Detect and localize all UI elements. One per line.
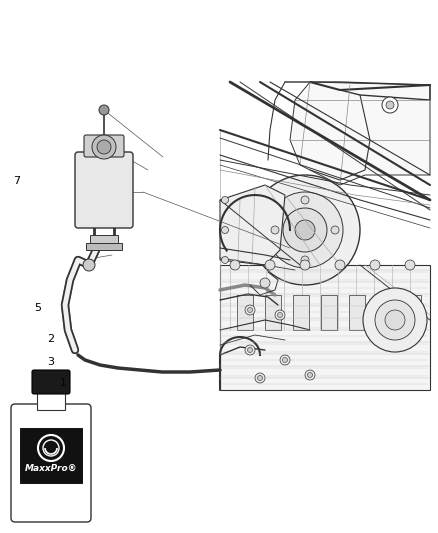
Circle shape (255, 373, 265, 383)
Circle shape (385, 310, 405, 330)
Bar (293, 295, 309, 330)
Bar (20, 428, 82, 483)
Circle shape (370, 260, 380, 270)
Circle shape (331, 226, 339, 234)
Circle shape (230, 260, 240, 270)
Circle shape (301, 196, 309, 204)
Circle shape (92, 135, 116, 159)
Bar (265, 295, 281, 330)
Circle shape (222, 197, 229, 204)
FancyBboxPatch shape (84, 135, 124, 157)
Circle shape (38, 435, 64, 461)
Circle shape (278, 312, 283, 318)
Circle shape (267, 192, 343, 268)
Circle shape (245, 305, 255, 315)
FancyBboxPatch shape (75, 152, 133, 228)
Circle shape (375, 300, 415, 340)
Bar (37, 390, 65, 410)
Circle shape (258, 376, 262, 381)
Circle shape (247, 308, 252, 312)
Polygon shape (220, 185, 285, 265)
Circle shape (99, 105, 109, 115)
Bar (349, 295, 365, 330)
Text: 1: 1 (60, 378, 67, 387)
Circle shape (295, 220, 315, 240)
Circle shape (260, 278, 270, 288)
Circle shape (280, 355, 290, 365)
Bar (90, 235, 118, 243)
Bar (86, 243, 122, 250)
FancyBboxPatch shape (11, 404, 91, 522)
Text: 5: 5 (34, 303, 41, 313)
Circle shape (245, 345, 255, 355)
Circle shape (335, 260, 345, 270)
Circle shape (405, 260, 415, 270)
Polygon shape (220, 265, 430, 390)
Circle shape (275, 310, 285, 320)
Text: 7: 7 (13, 176, 20, 186)
Circle shape (43, 440, 59, 456)
Text: MaxxPro®: MaxxPro® (25, 464, 78, 472)
Circle shape (247, 348, 252, 352)
Circle shape (222, 227, 229, 233)
Circle shape (250, 175, 360, 285)
Circle shape (83, 259, 95, 271)
Circle shape (283, 208, 327, 252)
Circle shape (305, 370, 315, 380)
Bar (405, 295, 421, 330)
Circle shape (97, 140, 111, 154)
Circle shape (363, 288, 427, 352)
Circle shape (283, 358, 287, 362)
Circle shape (300, 260, 310, 270)
Circle shape (386, 101, 394, 109)
Text: 3: 3 (47, 358, 54, 367)
Circle shape (265, 260, 275, 270)
Circle shape (382, 97, 398, 113)
Text: 2: 2 (47, 334, 54, 344)
Circle shape (271, 226, 279, 234)
Bar (237, 295, 253, 330)
Bar (377, 295, 393, 330)
Circle shape (301, 256, 309, 264)
Circle shape (222, 256, 229, 263)
Circle shape (307, 373, 312, 377)
FancyBboxPatch shape (32, 370, 70, 394)
Polygon shape (290, 82, 430, 185)
Bar (321, 295, 337, 330)
